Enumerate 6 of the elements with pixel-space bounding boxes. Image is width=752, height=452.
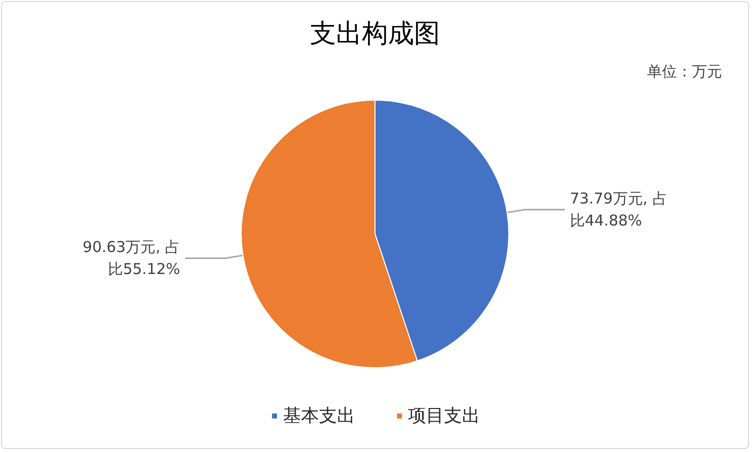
text: 单位：万元 — [647, 62, 722, 80]
legend-label: 基本支出 — [283, 406, 355, 426]
data-label: 73.79万元, 占比44.88% — [570, 190, 668, 230]
chart-title: 支出构成图 — [310, 19, 440, 49]
legend-label: 项目支出 — [408, 406, 480, 426]
data-label: 90.63万元, 占比55.12% — [82, 238, 180, 278]
